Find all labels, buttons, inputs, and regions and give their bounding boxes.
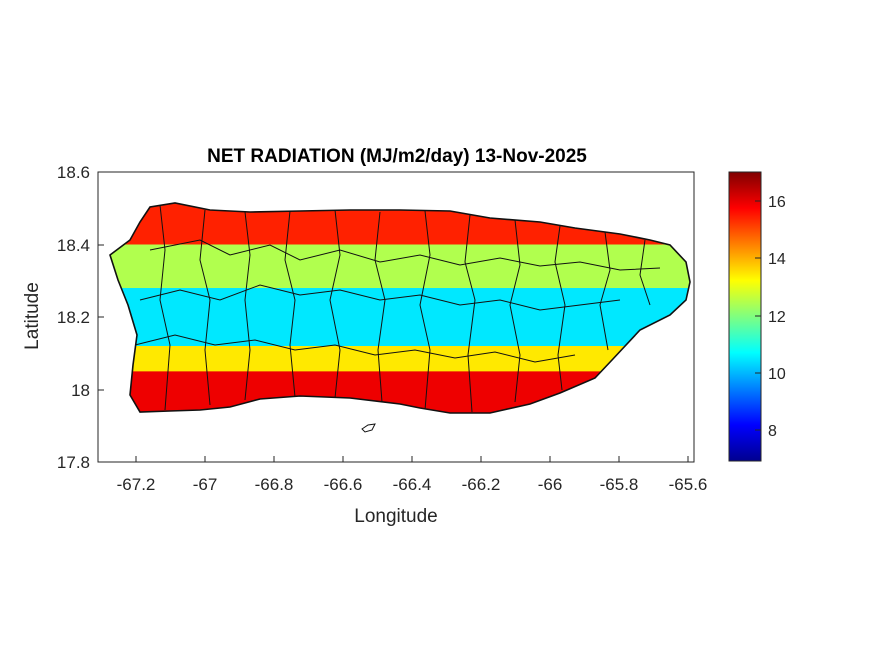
colorbar-tick-label: 14 bbox=[768, 251, 786, 268]
y-tick-label: 18 bbox=[71, 381, 90, 400]
x-tick-label: -66 bbox=[538, 475, 563, 494]
x-tick-label: -65.6 bbox=[669, 475, 708, 494]
x-tick-label: -66.8 bbox=[255, 475, 294, 494]
y-tick-label: 18.6 bbox=[57, 163, 90, 182]
y-tick-label: 17.8 bbox=[57, 453, 90, 472]
colorbar-tick-label: 16 bbox=[768, 194, 786, 211]
colorbar-tick-label: 12 bbox=[768, 309, 786, 326]
x-axis-label: Longitude bbox=[354, 506, 437, 527]
colorbar-tick-label: 10 bbox=[768, 366, 786, 383]
x-tick-label: -67.2 bbox=[117, 475, 156, 494]
offshore-island bbox=[361, 423, 376, 433]
y-tick-label: 18.4 bbox=[57, 236, 90, 255]
municipality-boundaries bbox=[134, 204, 661, 413]
chart-title: NET RADIATION (MJ/m2/day) 13-Nov-2025 bbox=[207, 146, 587, 167]
x-tick-label: -66.6 bbox=[324, 475, 363, 494]
x-tick-label: -66.2 bbox=[462, 475, 501, 494]
heatmap bbox=[109, 202, 691, 414]
x-axis: -67.2 -67 -66.8 -66.6 -66.4 -66.2 -66 -6… bbox=[117, 456, 708, 494]
x-tick-label: -67 bbox=[193, 475, 218, 494]
heatmap-band bbox=[110, 244, 690, 289]
colorbar: 8 10 12 14 16 bbox=[728, 171, 786, 462]
x-tick-label: -66.4 bbox=[393, 475, 432, 494]
y-tick-label: 18.2 bbox=[57, 308, 90, 327]
colorbar-tick-label: 8 bbox=[768, 423, 777, 440]
y-axis: 17.8 18 18.2 18.4 18.6 bbox=[57, 163, 104, 472]
x-tick-label: -65.8 bbox=[600, 475, 639, 494]
y-axis-label: Latitude bbox=[22, 282, 43, 350]
